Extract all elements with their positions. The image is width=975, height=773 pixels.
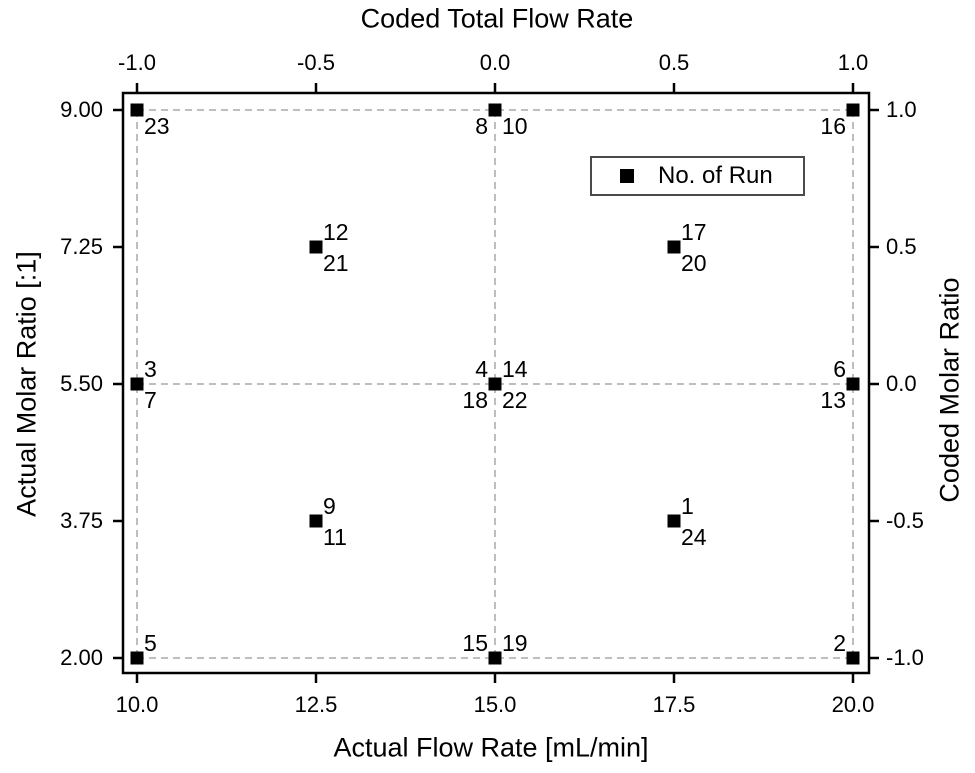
data-point-marker <box>846 651 860 665</box>
data-point-marker <box>488 377 502 391</box>
data-point-marker <box>846 377 860 391</box>
tick-label-bottom: 15.0 <box>473 692 517 717</box>
run-number-label: 8 <box>475 113 488 139</box>
top-axis-title: Coded Total Flow Rate <box>360 3 634 34</box>
tick-label-left: 2.00 <box>60 645 103 670</box>
square-marker-icon <box>620 169 634 183</box>
tick-label-left: 5.50 <box>60 371 103 396</box>
tick-label-bottom: 10.0 <box>115 692 159 717</box>
run-number-label: 5 <box>144 630 157 656</box>
data-point-marker <box>488 103 502 117</box>
legend: No. of Run <box>590 156 805 196</box>
run-number-label: 10 <box>502 113 528 139</box>
data-point-marker <box>309 240 323 254</box>
tick-label-right: -0.5 <box>886 508 924 533</box>
run-number-label: 16 <box>820 113 846 139</box>
tick-label-top: 1.0 <box>837 50 869 75</box>
data-point-marker <box>667 240 681 254</box>
tick-label-right: 0.0 <box>886 371 917 396</box>
run-number-label: 23 <box>144 113 170 139</box>
tick-label-bottom: 20.0 <box>831 692 875 717</box>
run-number-label: 6 <box>833 356 846 382</box>
tick-label-left: 7.25 <box>60 234 103 259</box>
run-number-label: 14 <box>502 356 528 382</box>
run-number-label: 7 <box>144 387 157 413</box>
right-axis-title: Coded Molar Ratio <box>934 277 965 503</box>
data-point-marker <box>130 377 144 391</box>
tick-label-right: 1.0 <box>886 97 917 122</box>
run-number-label: 24 <box>681 524 707 550</box>
run-number-label: 4 <box>475 356 488 382</box>
run-number-label: 3 <box>144 356 157 382</box>
run-number-label: 15 <box>462 630 488 656</box>
data-point-marker <box>667 514 681 528</box>
left-axis-title: Actual Molar Ratio [:1] <box>11 251 42 517</box>
tick-label-right: -1.0 <box>886 645 924 670</box>
run-number-label: 11 <box>323 524 347 550</box>
tick-label-bottom: 17.5 <box>652 692 696 717</box>
tick-label-top: -0.5 <box>297 50 335 75</box>
run-number-label: 13 <box>820 387 846 413</box>
data-point-marker <box>846 103 860 117</box>
legend-label: No. of Run <box>658 162 773 189</box>
data-point-marker <box>488 651 502 665</box>
run-number-label: 2 <box>833 630 846 656</box>
bottom-axis-title: Actual Flow Rate [mL/min] <box>333 732 649 763</box>
run-number-label: 17 <box>681 219 707 245</box>
run-number-label: 12 <box>323 219 349 245</box>
tick-label-top: -1.0 <box>118 50 156 75</box>
tick-label-bottom: 12.5 <box>294 692 338 717</box>
run-number-label: 21 <box>323 250 349 276</box>
data-point-marker <box>309 514 323 528</box>
data-point-marker <box>130 103 144 117</box>
run-number-label: 1 <box>681 493 694 519</box>
tick-label-left: 9.00 <box>60 97 103 122</box>
tick-label-top: 0.0 <box>479 50 511 75</box>
tick-label-top: 0.5 <box>658 50 690 75</box>
data-point-marker <box>130 651 144 665</box>
run-number-label: 20 <box>681 250 707 276</box>
run-number-label: 19 <box>502 630 528 656</box>
tick-label-right: 0.5 <box>886 234 917 259</box>
run-number-label: 22 <box>502 387 528 413</box>
run-number-label: 9 <box>323 493 336 519</box>
tick-label-left: 3.75 <box>60 508 103 533</box>
run-number-label: 18 <box>462 387 488 413</box>
